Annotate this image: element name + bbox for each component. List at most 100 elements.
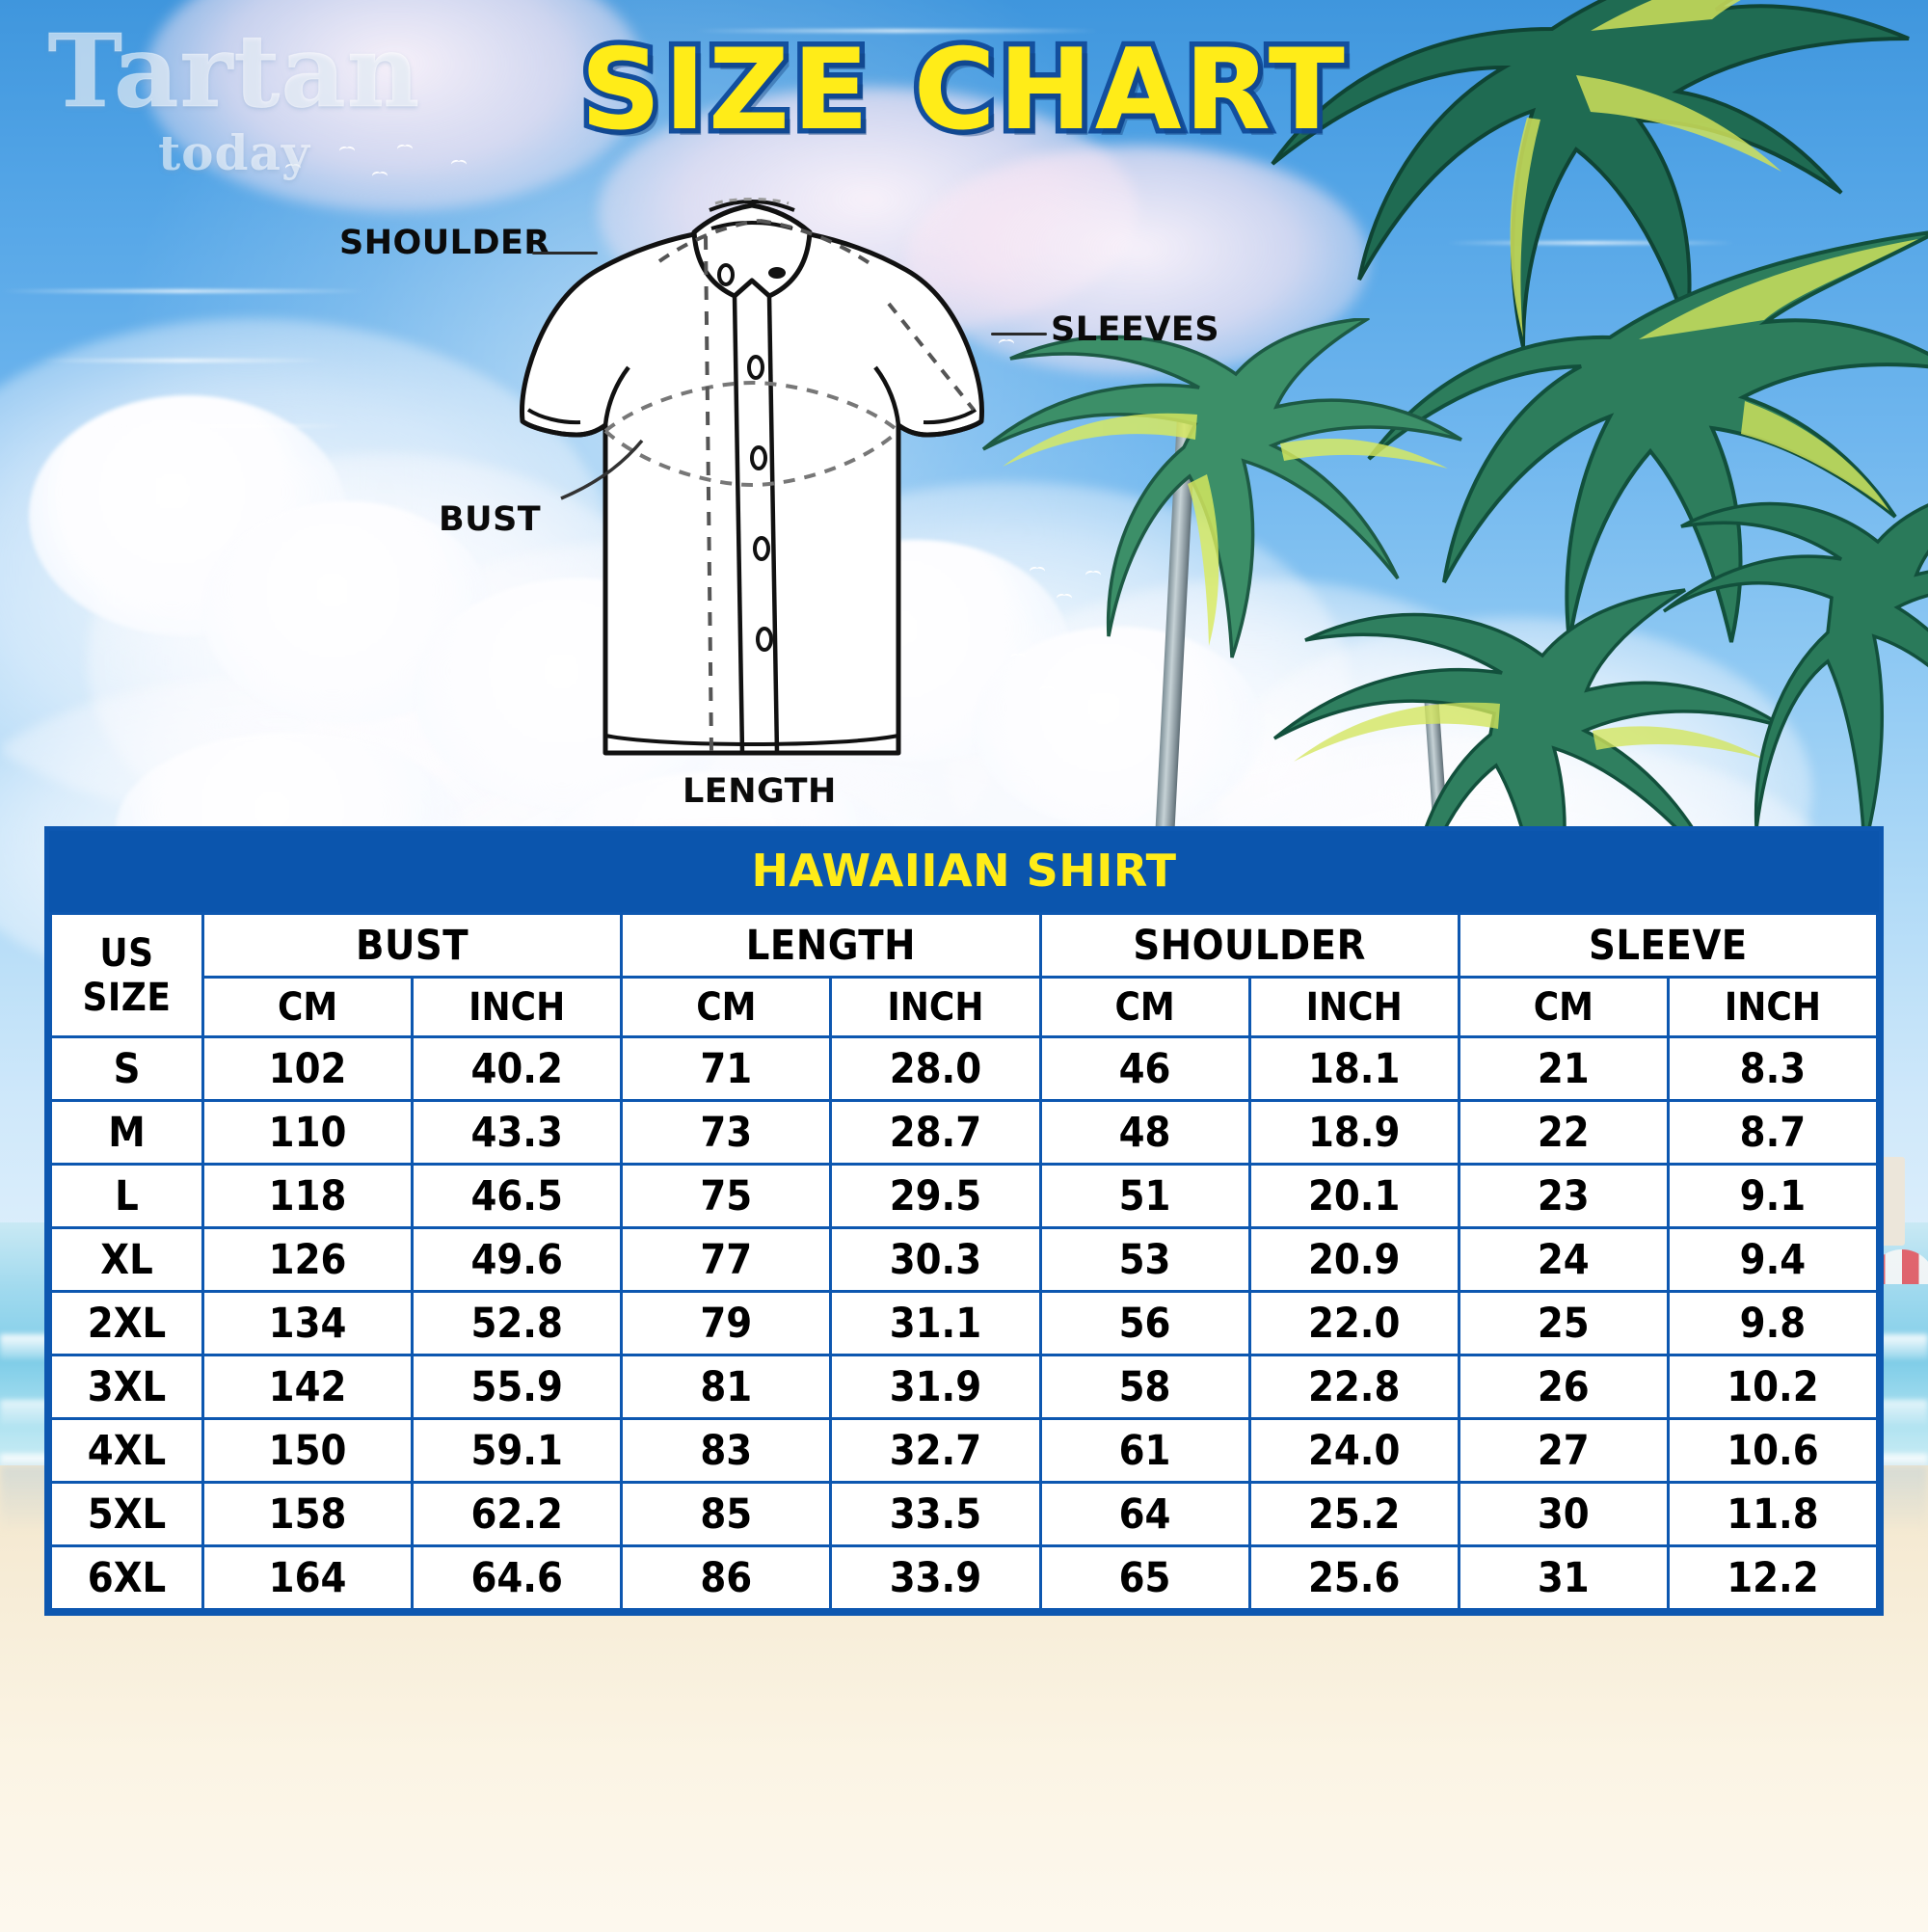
cell-bust-in: 43.3: [411, 1099, 624, 1166]
cell-bust-in: 59.1: [411, 1417, 624, 1484]
cell-bust-in: 40.2: [411, 1035, 624, 1102]
cell-sleeve-cm: 23: [1457, 1163, 1670, 1229]
header-bust-cm: CM: [201, 976, 415, 1038]
cell-shoulder-cm: 56: [1038, 1290, 1251, 1356]
table-title: HAWAIIAN SHIRT: [751, 845, 1177, 897]
cell-bust-cm: 142: [201, 1354, 415, 1420]
table-title-band: HAWAIIAN SHIRT: [49, 831, 1879, 912]
header-shoulder-inch: INCH: [1247, 976, 1460, 1038]
cell-bust-cm: 158: [201, 1481, 415, 1547]
cell-sleeve-cm: 24: [1457, 1226, 1670, 1293]
page-title: SIZE CHART: [576, 25, 1351, 155]
header-shoulder-cm: CM: [1038, 976, 1251, 1038]
cloud-streak: [694, 29, 1099, 33]
cell-sleeve-in: 9.4: [1666, 1226, 1880, 1293]
cloud-streak: [0, 289, 366, 293]
cell-bust-in: 55.9: [411, 1354, 624, 1420]
cell-sleeve-in: 9.1: [1666, 1163, 1880, 1229]
cell-sleeve-in: 12.2: [1666, 1544, 1880, 1611]
cell-length-cm: 75: [620, 1163, 833, 1229]
diagram-label-shoulder: SHOULDER: [339, 224, 550, 262]
table-row: 5XL 158 62.2 85 33.5 64 25.2 30 11.8: [49, 1481, 1880, 1547]
cell-shoulder-in: 24.0: [1247, 1417, 1460, 1484]
cell-sleeve-cm: 22: [1457, 1099, 1670, 1166]
cell-bust-cm: 110: [201, 1099, 415, 1166]
table-row: 4XL 150 59.1 83 32.7 61 24.0 27 10.6: [49, 1417, 1880, 1484]
table-row: S 102 40.2 71 28.0 46 18.1 21 8.3: [49, 1035, 1880, 1102]
cell-sleeve-cm: 30: [1457, 1481, 1670, 1547]
header-sleeve-cm: CM: [1457, 976, 1670, 1038]
cell-bust-in: 52.8: [411, 1290, 624, 1356]
cell-shoulder-in: 22.0: [1247, 1290, 1460, 1356]
palm-tree-icon: [1367, 230, 1928, 643]
cell-length-cm: 81: [620, 1354, 833, 1420]
cell-bust-cm: 118: [201, 1163, 415, 1229]
cell-bust-cm: 164: [201, 1544, 415, 1611]
cell-sleeve-in: 8.7: [1666, 1099, 1880, 1166]
table-row: 3XL 142 55.9 81 31.9 58 22.8 26 10.2: [49, 1354, 1880, 1420]
cell-length-in: 33.9: [829, 1544, 1042, 1611]
leader-line-sleeves: [991, 333, 1047, 335]
table-row: M 110 43.3 73 28.7 48 18.9 22 8.7: [49, 1099, 1880, 1166]
cell-size: 3XL: [49, 1354, 204, 1420]
cell-sleeve-in: 11.8: [1666, 1481, 1880, 1547]
cell-shoulder-cm: 46: [1038, 1035, 1251, 1102]
cell-sleeve-in: 10.6: [1666, 1417, 1880, 1484]
cell-bust-in: 62.2: [411, 1481, 624, 1547]
cell-sleeve-cm: 25: [1457, 1290, 1670, 1356]
cell-size: 5XL: [49, 1481, 204, 1547]
table-header-row-units: CM INCH CM INCH CM INCH CM INCH: [51, 976, 1880, 1038]
cell-shoulder-in: 20.9: [1247, 1226, 1460, 1293]
cell-shoulder-in: 25.2: [1247, 1481, 1460, 1547]
cell-shoulder-in: 18.9: [1247, 1099, 1460, 1166]
cell-size: L: [49, 1163, 204, 1229]
cell-bust-in: 64.6: [411, 1544, 624, 1611]
cell-size: 6XL: [49, 1544, 204, 1611]
bird: [339, 147, 355, 153]
cell-bust-in: 46.5: [411, 1163, 624, 1229]
cell-shoulder-cm: 53: [1038, 1226, 1251, 1293]
cloud: [145, 0, 646, 212]
header-length-cm: CM: [620, 976, 833, 1038]
cell-shoulder-cm: 65: [1038, 1544, 1251, 1611]
size-chart-table-container: HAWAIIAN SHIRT US SIZE BUST LENGTH SHOUL…: [44, 826, 1884, 1616]
cell-shoulder-cm: 58: [1038, 1354, 1251, 1420]
header-length-inch: INCH: [829, 976, 1042, 1038]
bird: [372, 172, 388, 178]
cell-length-in: 29.5: [829, 1163, 1042, 1229]
cell-length-in: 30.3: [829, 1226, 1042, 1293]
cell-sleeve-in: 10.2: [1666, 1354, 1880, 1420]
diagram-label-bust: BUST: [439, 500, 542, 539]
cloud-streak: [1446, 241, 1735, 245]
cell-bust-in: 49.6: [411, 1226, 624, 1293]
bird: [285, 164, 301, 171]
header-bust-inch: INCH: [411, 976, 624, 1038]
cell-length-in: 31.1: [829, 1290, 1042, 1356]
header-shoulder: SHOULDER: [1038, 912, 1460, 979]
cell-bust-cm: 126: [201, 1226, 415, 1293]
table-row: 2XL 134 52.8 79 31.1 56 22.0 25 9.8: [49, 1290, 1880, 1356]
cell-sleeve-cm: 27: [1457, 1417, 1670, 1484]
diagram-label-length: LENGTH: [683, 772, 837, 811]
cell-length-cm: 83: [620, 1417, 833, 1484]
palm-tree-icon: [981, 318, 1462, 658]
cell-length-cm: 71: [620, 1035, 833, 1102]
cell-shoulder-cm: 64: [1038, 1481, 1251, 1547]
header-bust: BUST: [201, 912, 624, 979]
shirt-diagram: [453, 178, 1051, 776]
table-header-row-groups: US SIZE BUST LENGTH SHOULDER SLEEVE: [49, 912, 1880, 1038]
cloud-streak: [96, 424, 347, 428]
table-body: S 102 40.2 71 28.0 46 18.1 21 8.3 M 110 43.3 73 28.7 4…: [49, 1035, 1880, 1611]
leader-line-shoulder: [532, 252, 598, 255]
table-row: 6XL 164 64.6 86 33.9 65 25.6 31 12.2: [49, 1544, 1880, 1611]
cell-length-in: 31.9: [829, 1354, 1042, 1420]
header-us-size: US SIZE: [49, 912, 204, 1038]
cell-size: M: [49, 1099, 204, 1166]
cell-shoulder-in: 20.1: [1247, 1163, 1460, 1229]
cell-size: 4XL: [49, 1417, 204, 1484]
cell-bust-cm: 134: [201, 1290, 415, 1356]
cell-length-in: 32.7: [829, 1417, 1042, 1484]
cell-length-in: 28.0: [829, 1035, 1042, 1102]
cell-shoulder-cm: 48: [1038, 1099, 1251, 1166]
cell-size: XL: [49, 1226, 204, 1293]
